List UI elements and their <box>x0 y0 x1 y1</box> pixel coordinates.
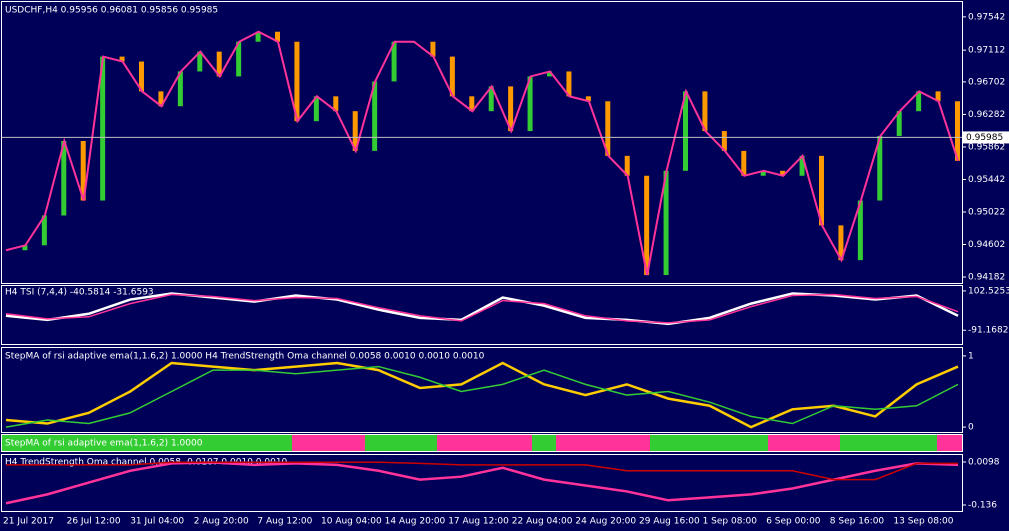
candle <box>624 155 630 176</box>
time-label: 26 Jul 12:00 <box>67 517 121 527</box>
candle <box>275 31 280 42</box>
price-label: 102.5253 <box>968 286 1009 296</box>
candle <box>508 86 514 132</box>
candle <box>119 56 125 62</box>
candle <box>683 91 688 171</box>
time-label: 10 Aug 04:00 <box>321 517 382 527</box>
candle <box>819 155 824 226</box>
time-label: 8 Sep 16:00 <box>830 517 885 527</box>
candle <box>352 111 358 151</box>
signal-strip <box>2 435 962 451</box>
candle <box>80 140 86 201</box>
candle <box>663 170 669 276</box>
price-label: 0.95442 <box>968 175 1005 185</box>
price-label: 0.97542 <box>968 12 1005 22</box>
candle <box>527 76 533 132</box>
candle <box>935 91 941 102</box>
current-price-box <box>963 131 1009 144</box>
indicator-line <box>6 461 958 481</box>
candle <box>333 96 339 112</box>
price-label: 0.94602 <box>968 240 1005 250</box>
time-label: 31 Jul 04:00 <box>130 517 184 527</box>
price-label: 1 <box>968 351 974 361</box>
candle <box>877 136 883 201</box>
strip-label: StepMA of rsi adaptive ema(1,1.6,2) 1.00… <box>5 439 203 449</box>
candle <box>197 51 203 72</box>
candle <box>838 225 844 261</box>
price-label: -91.1682 <box>968 326 1008 336</box>
candle <box>644 175 650 276</box>
price-label: 0.95862 <box>968 142 1005 152</box>
candle <box>449 56 455 97</box>
candle <box>391 41 397 82</box>
time-label: 29 Aug 16:00 <box>639 517 700 527</box>
frame <box>1 1 963 512</box>
candle <box>61 140 67 216</box>
candle <box>177 71 183 107</box>
current-price: 0.95985 <box>966 133 1003 143</box>
candle <box>158 91 164 107</box>
candle <box>799 155 805 176</box>
indicator-line <box>5 293 959 324</box>
indicator-line <box>5 361 959 429</box>
candle <box>896 111 902 137</box>
candle <box>760 170 766 176</box>
time-label: 24 Aug 20:00 <box>575 517 636 527</box>
candle <box>547 71 552 77</box>
price-label: 0.97112 <box>968 46 1005 56</box>
tsi-label: H4 TSI (7,4,4) -40.5814 -31.6593 <box>5 288 154 298</box>
candle <box>488 86 494 112</box>
price-line <box>5 30 959 276</box>
candle <box>702 91 708 132</box>
candle <box>566 71 572 97</box>
price-label: 0.96282 <box>968 110 1005 120</box>
candle <box>313 96 319 122</box>
time-label: 21 Jul 2017 <box>3 517 54 527</box>
candle <box>255 31 261 42</box>
price-label: 0.0098 <box>968 457 1000 467</box>
candle <box>372 81 378 151</box>
indicator-line <box>5 461 959 505</box>
time-label: 14 Aug 20:00 <box>385 517 446 527</box>
price-label: -0.136 <box>968 501 997 511</box>
price-label: 0 <box>968 423 974 433</box>
candle <box>585 96 591 102</box>
candle <box>721 131 727 151</box>
candle <box>216 51 222 77</box>
candle <box>22 245 28 251</box>
price-label: 0.94182 <box>968 273 1005 283</box>
time-label: 22 Aug 04:00 <box>512 517 573 527</box>
stepma-label: StepMA of rsi adaptive ema(1,1.6,2) 1.00… <box>5 352 485 362</box>
time-label: 17 Aug 12:00 <box>448 517 509 527</box>
candle <box>469 96 475 112</box>
candle <box>857 200 863 261</box>
candle <box>139 61 144 92</box>
indicator-line <box>5 365 959 428</box>
time-label: 1 Sep 08:00 <box>703 517 758 527</box>
time-label: 13 Sep 08:00 <box>893 517 953 527</box>
trend-label: H4 TrendStrength Oma channel 0.0058 -0.0… <box>5 458 288 468</box>
candle <box>236 41 242 77</box>
candle <box>741 150 747 176</box>
candle <box>916 91 922 112</box>
price-label: 0.95022 <box>968 207 1005 217</box>
price-label: 0.96702 <box>968 77 1005 87</box>
candle <box>955 101 960 161</box>
candle <box>780 170 786 176</box>
candle <box>100 56 106 201</box>
symbol-label: USDCHF,H4 0.95956 0.96081 0.95856 0.9598… <box>5 6 218 16</box>
time-label: 6 Sep 00:00 <box>766 517 821 527</box>
time-label: 7 Aug 12:00 <box>257 517 312 527</box>
indicator-line <box>5 292 959 326</box>
time-label: 2 Aug 20:00 <box>194 517 249 527</box>
candle <box>430 41 436 57</box>
candle <box>605 101 611 156</box>
candle <box>41 215 47 246</box>
candle <box>294 41 300 122</box>
